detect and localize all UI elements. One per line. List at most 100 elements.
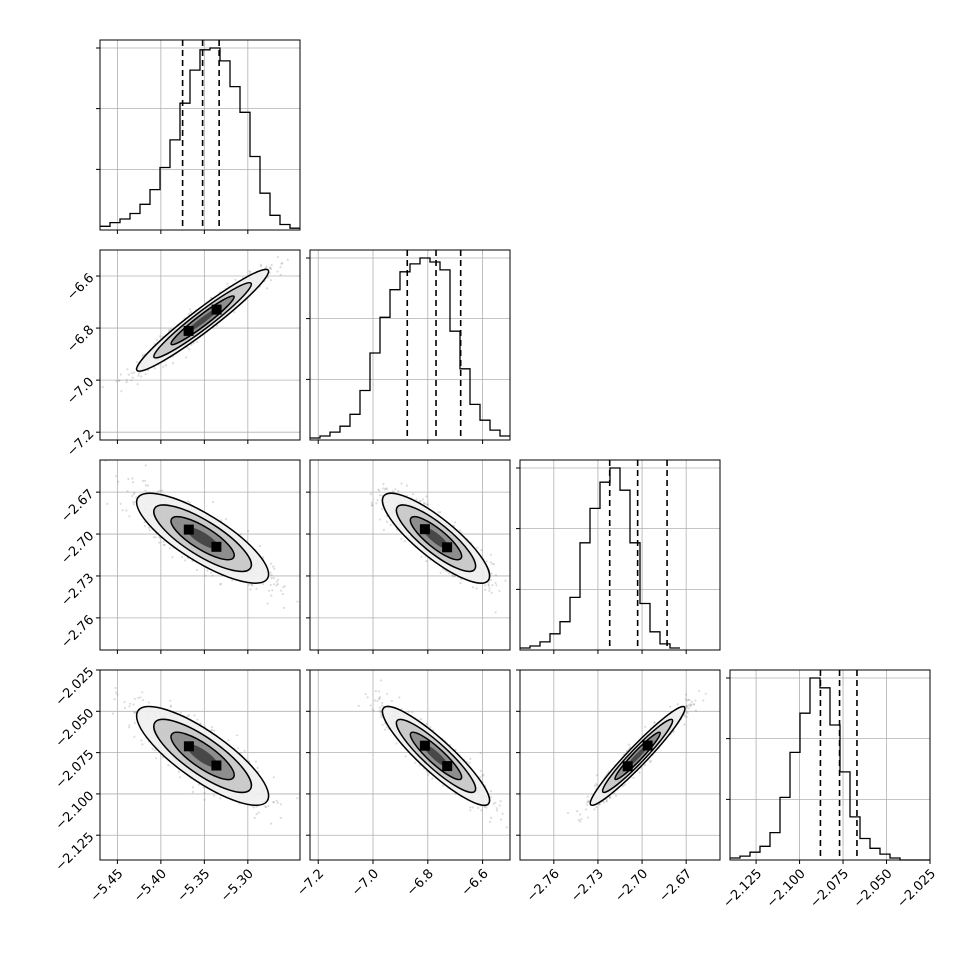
scatter-point [212, 794, 216, 797]
scatter-point [224, 518, 227, 521]
scatter-point [448, 572, 451, 575]
scatter-point [270, 263, 273, 267]
scatter-point [144, 484, 148, 487]
density-core-cell [211, 541, 222, 552]
scatter-point [249, 270, 252, 274]
scatter-point [382, 528, 385, 532]
scatter-point [400, 482, 403, 485]
scatter-point [269, 266, 272, 269]
scatter-point [129, 702, 132, 705]
scatter-point [132, 503, 136, 506]
scatter-point [210, 726, 214, 729]
scatter-point [487, 584, 490, 587]
scatter-point [272, 576, 275, 580]
scatter-point [269, 279, 272, 282]
scatter-point [191, 790, 194, 794]
scatter-point [141, 691, 144, 694]
scatter-point [137, 374, 140, 377]
scatter-point [488, 589, 491, 592]
scatter-point [141, 743, 144, 746]
scatter-point [492, 563, 495, 566]
scatter-point [488, 587, 491, 590]
scatter-point [187, 313, 191, 316]
scatter-point [423, 502, 426, 505]
scatter-point [140, 375, 143, 378]
scatter-point [403, 540, 407, 543]
density-core [183, 524, 222, 552]
scatter-point [425, 495, 428, 498]
scatter-point [120, 390, 123, 393]
scatter-point [280, 589, 283, 592]
scatter-point [247, 583, 250, 587]
scatter-point [219, 519, 223, 522]
scatter-point [281, 593, 284, 596]
scatter-point [394, 488, 397, 491]
scatter-point [259, 544, 262, 548]
scatter-point [119, 502, 122, 505]
scatter-point [282, 586, 285, 589]
scatter-point [391, 490, 395, 493]
scatter-point [254, 760, 257, 763]
scatter-point [475, 587, 478, 590]
scatter-point [130, 379, 133, 382]
scatter-point [277, 578, 280, 581]
pair-frame [99, 459, 301, 651]
scatter-point [131, 477, 134, 480]
scatter-point [282, 606, 285, 610]
scatter-point [490, 579, 493, 582]
scatter-point [375, 502, 378, 505]
scatter-point [193, 714, 196, 717]
scatter-point [117, 379, 121, 382]
density-core-cell [419, 524, 430, 535]
scatter-point [247, 530, 250, 533]
scatter-point [498, 589, 501, 593]
scatter-point [251, 584, 254, 587]
scatter-point [157, 490, 160, 493]
scatter-point [495, 584, 498, 587]
scatter-point [270, 577, 273, 580]
scatter-point [276, 256, 279, 259]
scatter-point [204, 574, 207, 577]
scatter-point [158, 541, 161, 544]
scatter-point [267, 276, 270, 279]
scatter-point [125, 381, 128, 384]
scatter-point [239, 533, 242, 536]
scatter-point [188, 501, 192, 504]
scatter-point [117, 480, 120, 483]
scatter-point [115, 691, 118, 694]
scatter-point [197, 783, 201, 786]
scatter-point [130, 372, 133, 375]
contour-level-4 [186, 308, 219, 333]
scatter-point [219, 583, 222, 586]
scatter-point [196, 340, 199, 344]
scatter-point [269, 562, 273, 565]
scatter-point [383, 488, 386, 491]
scatter-point [262, 582, 265, 586]
scatter-point [377, 488, 380, 491]
scatter-point [137, 372, 141, 375]
pair-frame [99, 249, 301, 441]
scatter-point [370, 504, 373, 507]
scatter-point [382, 483, 385, 486]
scatter-point [231, 579, 234, 582]
scatter-point [126, 368, 129, 371]
scatter-point [216, 324, 219, 327]
scatter-point [249, 588, 252, 591]
scatter-point [283, 585, 286, 588]
scatter-point [484, 588, 487, 592]
scatter-point [415, 498, 418, 501]
hist-step-2 [310, 257, 510, 439]
scatter-point [279, 273, 282, 276]
scatter-point [386, 520, 389, 524]
hist-step-1 [100, 47, 300, 229]
scatter-point [280, 262, 283, 265]
scatter-point [411, 493, 414, 496]
scatter-point [371, 504, 374, 507]
hist-panel-3 [516, 459, 721, 654]
hist-frame-4 [729, 669, 931, 861]
scatter-point [378, 518, 381, 521]
scatter-point [168, 329, 171, 332]
scatter-point [219, 582, 222, 585]
scatter-point [425, 560, 428, 563]
